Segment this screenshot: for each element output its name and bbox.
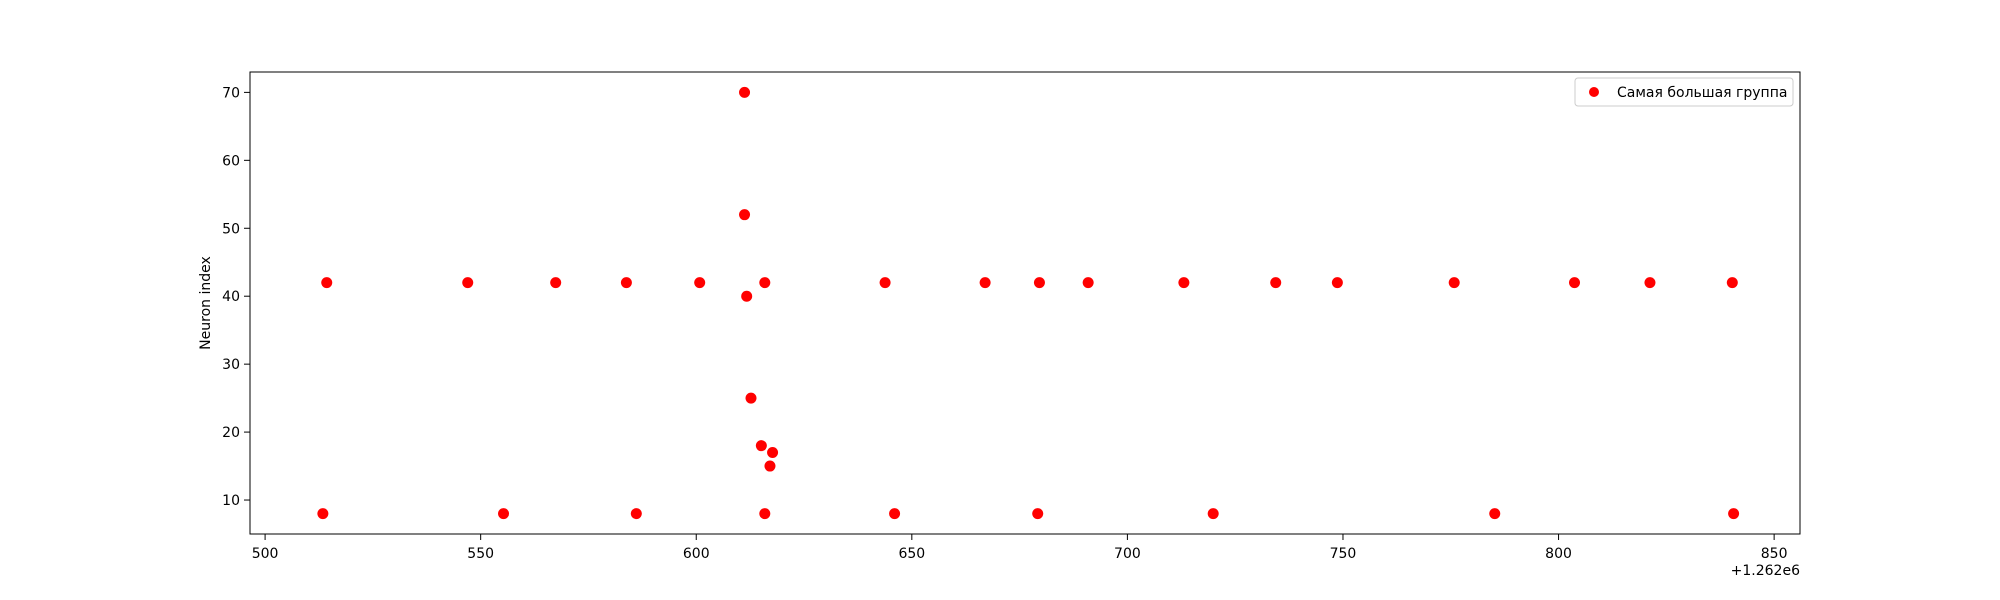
- y-tick-label: 60: [222, 153, 240, 169]
- legend-box: [1574, 77, 1794, 107]
- points-layer: [317, 86, 1740, 520]
- x-axis: 500 550 600 650 700 750 800 850: [252, 534, 1788, 562]
- data-point: [1207, 508, 1219, 520]
- x-tick-label: 500: [252, 546, 279, 562]
- x-tick-label: 750: [1330, 546, 1357, 562]
- data-point: [764, 460, 776, 472]
- data-point: [620, 277, 632, 289]
- data-point: [1726, 277, 1738, 289]
- data-point: [1082, 277, 1094, 289]
- data-point: [1331, 277, 1343, 289]
- data-point: [321, 277, 333, 289]
- data-point: [1032, 508, 1044, 520]
- data-point: [879, 277, 891, 289]
- x-tick-label: 600: [683, 546, 710, 562]
- data-point: [1728, 508, 1740, 520]
- data-point: [1448, 277, 1460, 289]
- data-point: [1033, 277, 1045, 289]
- y-tick-label: 40: [222, 289, 240, 305]
- x-tick-label: 650: [898, 546, 925, 562]
- data-point: [630, 508, 642, 520]
- data-point: [462, 277, 474, 289]
- data-point: [741, 290, 753, 302]
- data-point: [1489, 508, 1501, 520]
- data-point: [1270, 277, 1282, 289]
- data-point: [979, 277, 991, 289]
- data-point: [755, 440, 767, 452]
- data-point: [317, 508, 329, 520]
- legend: Самая большая группа: [1574, 77, 1794, 107]
- y-tick-label: 20: [222, 425, 240, 441]
- data-point: [759, 277, 771, 289]
- y-tick-label: 30: [222, 357, 240, 373]
- legend-label: Самая большая группа: [1617, 85, 1787, 101]
- data-point: [498, 508, 510, 520]
- y-axis: 10 20 30 40 50 60 70: [222, 85, 250, 509]
- y-tick-label: 70: [222, 85, 240, 101]
- data-point: [759, 508, 771, 520]
- x-tick-label: 800: [1545, 546, 1572, 562]
- data-point: [739, 209, 751, 221]
- plot-frame: [249, 71, 1801, 535]
- data-point: [1644, 277, 1656, 289]
- data-point: [1569, 277, 1581, 289]
- x-tick-label: 700: [1114, 546, 1141, 562]
- data-point: [889, 508, 901, 520]
- x-tick-label: 850: [1761, 546, 1788, 562]
- x-axis-offset-label: +1.262e6: [1731, 563, 1800, 579]
- y-tick-label: 50: [222, 221, 240, 237]
- data-point: [694, 277, 706, 289]
- data-point: [550, 277, 562, 289]
- y-tick-label: 10: [222, 493, 240, 509]
- x-tick-label: 550: [467, 546, 494, 562]
- data-point: [739, 86, 751, 98]
- data-point: [1178, 277, 1190, 289]
- legend-marker: [1589, 87, 1599, 97]
- data-point: [745, 392, 757, 404]
- y-axis-label: Neuron index: [198, 256, 214, 350]
- data-point: [767, 446, 779, 458]
